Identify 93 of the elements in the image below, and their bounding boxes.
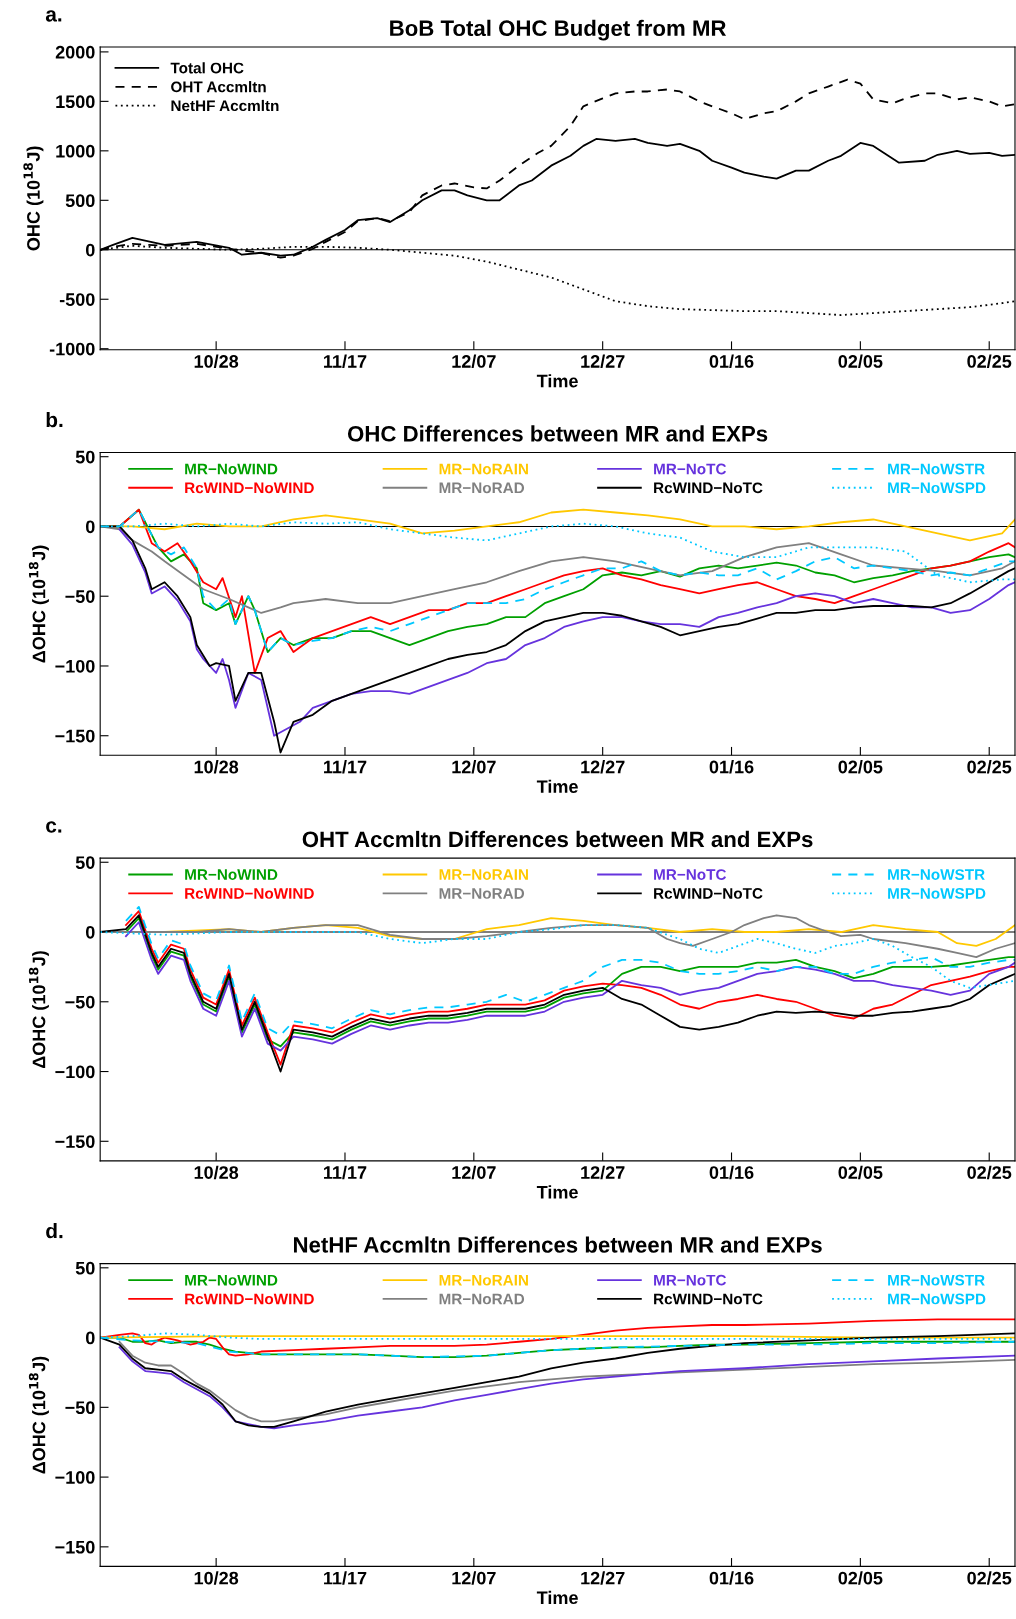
- x-tick-label: 02/25: [967, 760, 1012, 774]
- text: c.: [46, 821, 62, 833]
- legend-label: MR−NoWSPD: [888, 1293, 986, 1305]
- legend-label: RcWIND−NoTC: [654, 482, 763, 494]
- y-tick-label: −150: [55, 1540, 95, 1554]
- x-tick-label: 02/05: [838, 760, 883, 774]
- legend-label: OHT Accmltn: [171, 81, 266, 93]
- legend-label: MR−NoTC: [654, 463, 727, 475]
- y-tick-label: −100: [55, 659, 95, 673]
- legend-label: MR−NoWIND: [185, 869, 278, 880]
- x-tick-label: 11/17: [324, 760, 367, 774]
- y-axis-title: OHC (10$^{18}$J): [23, 146, 44, 251]
- legend-label: MR−NoWSTR: [888, 869, 985, 880]
- x-tick-label: 12/27: [581, 1165, 625, 1180]
- x-axis-title: Time: [536, 1185, 578, 1199]
- x-tick-label: 11/17: [324, 1571, 367, 1585]
- x-tick-label: 10/28: [194, 1165, 239, 1180]
- legend-label: NetHF Accmltn: [171, 99, 279, 112]
- legend-label: MR−NoRAIN: [439, 1274, 528, 1286]
- legend-label: MR−NoWSTR: [888, 463, 985, 475]
- y-tick-label: −100: [55, 1065, 95, 1079]
- x-tick-label: 02/05: [838, 1165, 883, 1180]
- x-tick-label: 12/07: [452, 760, 496, 774]
- y-tick-label: 50: [75, 856, 95, 869]
- y-tick-label: 1500: [56, 95, 95, 109]
- x-tick-label: 12/07: [452, 1165, 496, 1180]
- y-axis-title: ΔOHC (10$^{18}$J): [28, 951, 49, 1069]
- chart-title: BoB Total OHC Budget from MR: [390, 19, 727, 41]
- y-tick-label: 0: [85, 243, 95, 257]
- x-axis-title: Time: [536, 374, 578, 388]
- x-tick-label: 12/27: [581, 354, 625, 369]
- legend-label: MR−NoRAD: [439, 1293, 525, 1305]
- x-tick-label: 01/16: [709, 760, 754, 774]
- y-tick-label: 50: [75, 1261, 95, 1275]
- legend-label: RcWIND−NoWIND: [185, 888, 314, 899]
- x-tick-label: 01/16: [709, 1571, 754, 1585]
- legend-label: RcWIND−NoWIND: [185, 482, 314, 494]
- legend-label: MR−NoWIND: [185, 463, 278, 475]
- legend-label: RcWIND−NoTC: [654, 1293, 763, 1305]
- text: b.: [46, 411, 63, 428]
- legend-label: Total OHC: [170, 62, 244, 74]
- x-tick-label: 10/28: [194, 354, 239, 369]
- legend-label: MR−NoWSTR: [888, 1274, 985, 1286]
- y-tick-label: −50: [65, 1401, 95, 1415]
- y-tick-label: 1000: [56, 144, 95, 158]
- chart-title: NetHF Accmltn Differences between MR and EXPs: [294, 1236, 822, 1253]
- y-tick-label: 50: [75, 450, 95, 464]
- y-tick-label: −150: [55, 1135, 95, 1149]
- chart-title: OHC Differences between MR and EXPs: [347, 425, 768, 442]
- legend-label: MR−NoRAIN: [439, 869, 528, 880]
- legend-label: RcWIND−NoTC: [654, 887, 763, 899]
- x-tick-label: 12/27: [581, 1571, 625, 1585]
- y-axis-title: ΔOHC (10$^{18}$J): [28, 545, 49, 663]
- x-tick-label: 11/17: [324, 1165, 367, 1180]
- chart-title: OHT Accmltn Differences between MR and EXPs: [302, 830, 813, 848]
- legend-label: RcWIND−NoWIND: [185, 1293, 314, 1305]
- x-tick-label: 11/17: [324, 354, 367, 369]
- x-tick-label: 12/07: [452, 1571, 496, 1585]
- text: d.: [46, 1223, 63, 1239]
- x-tick-label: 01/16: [709, 1165, 754, 1180]
- y-tick-label: −100: [55, 1471, 95, 1484]
- x-tick-label: 01/16: [709, 354, 754, 369]
- legend-label: MR−NoRAIN: [439, 463, 528, 475]
- x-tick-label: 02/25: [967, 1571, 1012, 1585]
- y-axis-title: ΔOHC (10$^{18}$J): [28, 1356, 49, 1474]
- x-tick-label: 12/07: [452, 354, 496, 369]
- legend-label: MR−NoWSPD: [888, 887, 986, 899]
- legend-label: MR−NoWSPD: [888, 482, 986, 494]
- legend-label: MR−NoTC: [654, 869, 727, 880]
- y-tick-label: −150: [55, 729, 95, 743]
- y-tick-label: −50: [65, 995, 95, 1009]
- x-tick-label: 12/27: [581, 760, 625, 774]
- legend-label: MR−NoRAD: [439, 888, 525, 899]
- y-tick-label: 500: [65, 194, 95, 208]
- y-tick-label: 0: [85, 925, 95, 939]
- x-axis-title: Time: [536, 1590, 578, 1605]
- y-tick-label: 2000: [55, 45, 95, 59]
- x-axis-title: Time: [536, 779, 578, 793]
- x-tick-label: 10/28: [194, 1571, 239, 1585]
- text: a.: [45, 10, 62, 22]
- x-tick-label: 10/28: [194, 760, 239, 774]
- legend-label: MR−NoRAD: [439, 482, 525, 494]
- y-tick-label: −50: [65, 590, 95, 603]
- y-tick-label: -1000: [49, 342, 95, 356]
- y-tick-label: -500: [59, 293, 95, 306]
- x-tick-label: 02/25: [967, 1165, 1012, 1180]
- legend-label: MR−NoTC: [654, 1274, 727, 1286]
- y-tick-label: 0: [85, 520, 95, 534]
- x-tick-label: 02/25: [967, 354, 1012, 369]
- x-tick-label: 02/05: [838, 1571, 883, 1585]
- legend-label: MR−NoWIND: [185, 1274, 278, 1286]
- y-tick-label: 0: [85, 1331, 95, 1345]
- x-tick-label: 02/05: [838, 354, 883, 369]
